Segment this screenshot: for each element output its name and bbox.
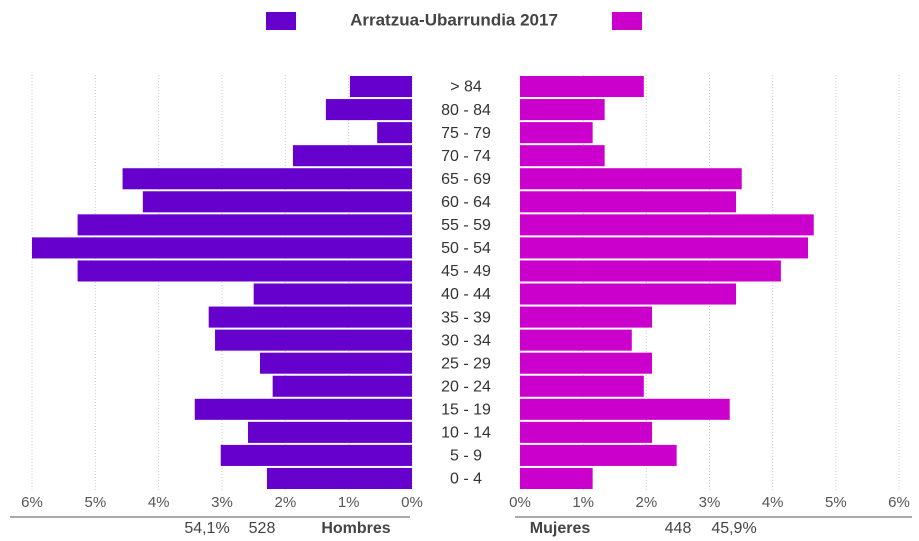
bar [142, 191, 413, 213]
bar [247, 421, 412, 443]
total-label: 448 [665, 520, 692, 537]
bar [377, 122, 412, 144]
x-tick-label: 6% [21, 494, 43, 511]
x-tick-label: 6% [888, 494, 910, 511]
category-label: 35 - 39 [441, 309, 491, 326]
category-label: 70 - 74 [441, 148, 491, 165]
series-label: Mujeres [530, 520, 591, 537]
bar [520, 398, 730, 420]
total-label: 528 [249, 520, 276, 537]
category-label: 75 - 79 [441, 125, 491, 142]
category-label: 30 - 34 [441, 332, 491, 349]
bar [215, 329, 412, 351]
bar [253, 283, 412, 305]
x-tick-label: 4% [762, 494, 784, 511]
category-label: 15 - 19 [441, 402, 491, 419]
category-label: 40 - 44 [441, 286, 491, 303]
category-label: > 84 [450, 79, 482, 96]
bar [32, 237, 412, 259]
category-label: 55 - 59 [441, 217, 491, 234]
bar [520, 214, 814, 236]
bar [349, 76, 412, 98]
series-label: Hombres [321, 520, 390, 537]
category-label: 20 - 24 [441, 378, 491, 395]
bar [520, 237, 809, 259]
x-tick-label: 3% [699, 494, 721, 511]
bar [520, 329, 632, 351]
x-tick-label: 2% [274, 494, 296, 511]
bar [520, 375, 644, 397]
bar [520, 467, 593, 489]
bar [520, 168, 742, 190]
bar [266, 467, 412, 489]
bar [260, 352, 412, 374]
x-tick-label: 5% [84, 494, 106, 511]
bar [292, 145, 412, 167]
bar [122, 168, 413, 190]
bar [520, 444, 677, 466]
bar [272, 375, 412, 397]
share-label: 45,9% [711, 520, 756, 537]
x-tick-label: 0% [401, 494, 423, 511]
x-tick-label: 4% [148, 494, 170, 511]
bar [520, 260, 781, 282]
bar [520, 306, 653, 328]
legend-swatch-left [266, 12, 296, 30]
bar [520, 99, 605, 121]
x-tick-label: 5% [825, 494, 847, 511]
chart-title: Arratzua-Ubarrundia 2017 [350, 10, 558, 29]
category-label: 5 - 9 [450, 448, 482, 465]
bar [520, 122, 593, 144]
x-tick-label: 1% [572, 494, 594, 511]
bar [520, 283, 737, 305]
bar [208, 306, 412, 328]
bar [520, 145, 605, 167]
legend-swatch-right [612, 12, 642, 30]
category-label: 65 - 69 [441, 171, 491, 188]
share-label: 54,1% [184, 520, 229, 537]
bar [325, 99, 412, 121]
x-tick-label: 1% [338, 494, 360, 511]
bar [520, 352, 653, 374]
bar [520, 76, 644, 98]
category-label: 0 - 4 [450, 471, 482, 488]
x-tick-label: 2% [635, 494, 657, 511]
category-label: 50 - 54 [441, 240, 491, 257]
x-tick-label: 3% [211, 494, 233, 511]
x-tick-label: 0% [509, 494, 531, 511]
category-label: 45 - 49 [441, 263, 491, 280]
category-label: 25 - 29 [441, 355, 491, 372]
bar [520, 191, 737, 213]
category-label: 10 - 14 [441, 425, 491, 442]
bar [520, 421, 653, 443]
bar [77, 214, 412, 236]
bar [77, 260, 412, 282]
bar [220, 444, 412, 466]
category-label: 60 - 64 [441, 194, 491, 211]
category-label: 80 - 84 [441, 102, 491, 119]
bar [194, 398, 412, 420]
